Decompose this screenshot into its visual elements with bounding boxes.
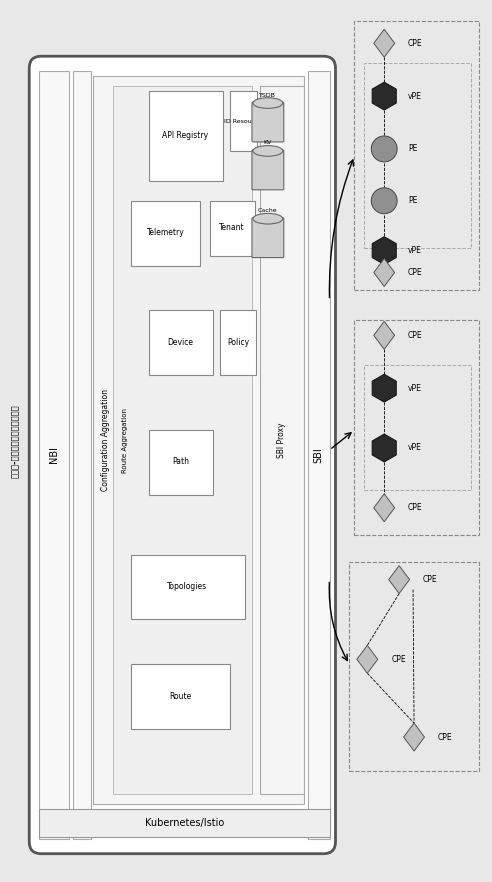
- Text: API Registry: API Registry: [162, 131, 209, 140]
- Bar: [131, 664, 230, 729]
- FancyBboxPatch shape: [252, 150, 284, 190]
- Bar: [365, 365, 471, 490]
- Bar: [73, 71, 91, 839]
- Text: Policy: Policy: [227, 338, 249, 347]
- Text: SBI Proxy: SBI Proxy: [277, 422, 286, 458]
- Polygon shape: [374, 29, 395, 57]
- Bar: [131, 201, 200, 265]
- Text: vPE: vPE: [408, 444, 422, 452]
- Bar: [230, 91, 257, 151]
- Ellipse shape: [253, 98, 283, 108]
- Circle shape: [371, 136, 397, 162]
- FancyBboxPatch shape: [252, 218, 284, 258]
- Polygon shape: [372, 374, 396, 402]
- Text: Configuration Aggregation: Configuration Aggregation: [101, 389, 110, 491]
- Text: Topologies: Topologies: [167, 582, 208, 591]
- Text: 控制器-基于容器化的微服务架构: 控制器-基于容器化的微服务架构: [11, 404, 20, 478]
- Ellipse shape: [253, 146, 283, 156]
- FancyBboxPatch shape: [252, 102, 284, 142]
- Polygon shape: [389, 565, 409, 594]
- Text: PE: PE: [408, 197, 417, 206]
- Polygon shape: [374, 321, 395, 349]
- Bar: [349, 562, 479, 771]
- Bar: [39, 809, 330, 837]
- Polygon shape: [357, 646, 378, 673]
- Bar: [149, 430, 213, 495]
- Text: NBI: NBI: [49, 446, 59, 463]
- Bar: [308, 71, 330, 839]
- Bar: [260, 86, 304, 794]
- Text: Cache: Cache: [258, 208, 277, 213]
- Text: CPE: CPE: [438, 733, 453, 742]
- Text: ID Resource: ID Resource: [224, 118, 262, 123]
- Bar: [149, 310, 213, 375]
- Bar: [93, 76, 304, 804]
- Bar: [113, 86, 252, 794]
- Polygon shape: [372, 236, 396, 265]
- Text: Kubernetes/Istio: Kubernetes/Istio: [145, 818, 224, 828]
- Text: CPE: CPE: [408, 268, 423, 277]
- Polygon shape: [372, 82, 396, 110]
- Text: CPE: CPE: [408, 504, 423, 512]
- Text: vPE: vPE: [408, 246, 422, 255]
- Text: CPE: CPE: [408, 39, 423, 48]
- Circle shape: [371, 188, 397, 213]
- Text: TSDB: TSDB: [259, 93, 277, 98]
- Bar: [210, 201, 255, 256]
- Bar: [354, 320, 479, 534]
- Text: KV: KV: [264, 140, 272, 146]
- Text: SBI: SBI: [313, 447, 324, 463]
- Bar: [354, 21, 479, 290]
- Bar: [131, 555, 245, 619]
- Polygon shape: [374, 494, 395, 522]
- Text: Device: Device: [167, 338, 193, 347]
- Polygon shape: [372, 434, 396, 462]
- Text: CPE: CPE: [423, 575, 437, 584]
- Text: Tenant: Tenant: [219, 223, 245, 232]
- Text: Telemetry: Telemetry: [147, 228, 184, 237]
- Text: Route Aggregation: Route Aggregation: [122, 407, 128, 473]
- Polygon shape: [374, 258, 395, 287]
- FancyBboxPatch shape: [29, 56, 336, 854]
- Text: Route: Route: [169, 691, 191, 700]
- Text: vPE: vPE: [408, 92, 422, 101]
- Polygon shape: [403, 723, 425, 751]
- Text: CPE: CPE: [408, 331, 423, 340]
- Text: Path: Path: [172, 458, 189, 467]
- Text: PE: PE: [408, 145, 417, 153]
- Text: CPE: CPE: [391, 654, 406, 664]
- Bar: [149, 91, 223, 181]
- Ellipse shape: [253, 213, 283, 224]
- Bar: [365, 64, 471, 248]
- Bar: [220, 310, 256, 375]
- Bar: [39, 71, 69, 839]
- Text: vPE: vPE: [408, 384, 422, 392]
